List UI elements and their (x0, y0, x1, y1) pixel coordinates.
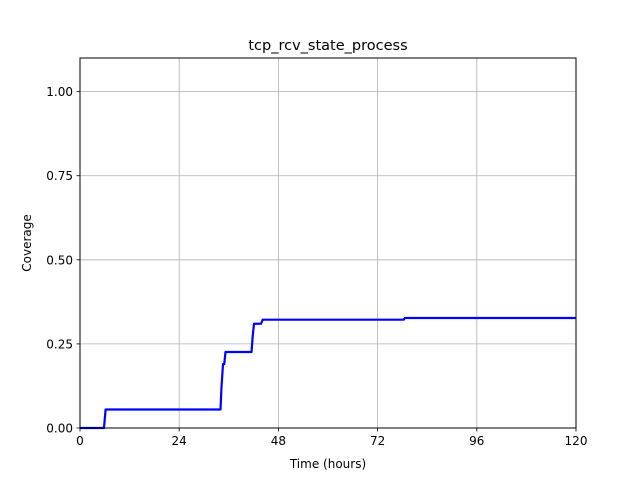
chart-title: tcp_rcv_state_process (248, 38, 407, 54)
y-tick-label: 1.00 (46, 85, 73, 99)
y-axis-label: Coverage (20, 214, 34, 272)
series-line-coverage (80, 316, 576, 430)
y-tick-label: 0.25 (46, 337, 73, 351)
y-tick-label: 0.50 (46, 253, 73, 267)
y-tick-label: 0.00 (46, 422, 73, 436)
x-tick-label: 72 (370, 434, 385, 448)
x-tick-label: 120 (565, 434, 588, 448)
x-tick-label: 48 (271, 434, 286, 448)
x-tick-label: 0 (76, 434, 84, 448)
x-tick-label: 24 (172, 434, 187, 448)
series-layer (80, 316, 576, 430)
axis-ticks: 0 24 48 72 96 120 0.00 0.25 0.50 0.75 1.00 (46, 85, 587, 448)
plot-frame (79, 57, 577, 429)
x-tick-label: 96 (469, 434, 484, 448)
y-tick-label: 0.75 (46, 169, 73, 183)
x-axis-label: Time (hours) (289, 457, 366, 471)
